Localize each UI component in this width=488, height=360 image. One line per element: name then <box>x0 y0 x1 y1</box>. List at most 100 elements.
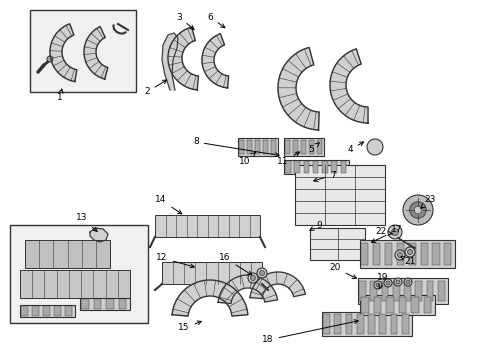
Circle shape <box>383 279 391 287</box>
Bar <box>284 138 324 156</box>
Circle shape <box>402 195 432 225</box>
Bar <box>81 299 88 309</box>
Bar <box>54 306 61 316</box>
Bar <box>410 297 418 313</box>
Bar <box>340 161 346 172</box>
Text: 22: 22 <box>375 228 391 237</box>
Circle shape <box>413 206 421 214</box>
Bar <box>361 297 368 313</box>
Bar <box>238 140 243 154</box>
Bar <box>292 140 297 154</box>
Bar <box>423 297 430 313</box>
Text: 14: 14 <box>155 195 182 214</box>
Polygon shape <box>84 27 108 79</box>
Bar <box>270 140 275 154</box>
Bar <box>367 314 374 334</box>
Bar <box>398 297 406 313</box>
Bar <box>316 140 321 154</box>
Bar <box>437 280 444 301</box>
Text: 13: 13 <box>76 213 97 231</box>
Bar <box>384 243 391 265</box>
Bar <box>420 243 427 265</box>
Bar <box>300 140 305 154</box>
Circle shape <box>47 56 53 62</box>
Circle shape <box>373 281 381 289</box>
Bar <box>294 165 384 225</box>
Text: 1: 1 <box>57 89 63 103</box>
Text: 6: 6 <box>207 13 224 28</box>
Bar <box>294 161 299 172</box>
Polygon shape <box>249 272 305 298</box>
Bar <box>308 140 313 154</box>
Bar <box>379 314 386 334</box>
Circle shape <box>391 229 398 235</box>
Bar <box>20 305 75 317</box>
Bar <box>254 140 259 154</box>
Circle shape <box>403 278 411 286</box>
Bar <box>25 240 110 268</box>
Polygon shape <box>172 280 247 316</box>
Bar <box>392 280 399 301</box>
Bar <box>396 243 403 265</box>
Bar <box>94 299 101 309</box>
Circle shape <box>397 252 402 257</box>
Bar <box>359 240 454 268</box>
Bar <box>426 280 432 301</box>
Bar <box>331 161 336 172</box>
Text: 2: 2 <box>144 80 166 96</box>
Bar <box>431 243 439 265</box>
Text: 19: 19 <box>376 274 388 288</box>
Text: 8: 8 <box>193 138 279 157</box>
Bar <box>372 243 379 265</box>
Text: 11: 11 <box>277 152 299 166</box>
Text: 12: 12 <box>156 253 194 268</box>
Circle shape <box>407 249 412 255</box>
Bar <box>10 225 148 323</box>
Polygon shape <box>50 24 77 82</box>
Circle shape <box>393 278 401 286</box>
Bar <box>309 228 364 260</box>
Text: 15: 15 <box>178 321 201 333</box>
Bar <box>358 280 365 301</box>
Bar <box>356 314 363 334</box>
Bar <box>444 243 450 265</box>
Bar <box>246 140 251 154</box>
Bar <box>284 160 348 174</box>
Bar <box>162 262 262 284</box>
Polygon shape <box>278 48 319 130</box>
Text: 5: 5 <box>307 143 319 154</box>
Polygon shape <box>168 27 198 90</box>
Text: 21: 21 <box>400 257 415 266</box>
Bar <box>65 306 72 316</box>
Bar <box>119 299 126 309</box>
Text: 23: 23 <box>420 195 435 208</box>
Bar <box>373 297 381 313</box>
Bar <box>381 280 387 301</box>
Bar <box>414 280 421 301</box>
Circle shape <box>405 280 409 284</box>
Circle shape <box>387 225 401 239</box>
Bar <box>357 278 447 304</box>
Text: 18: 18 <box>262 320 358 345</box>
Bar <box>312 161 318 172</box>
Bar <box>238 138 278 156</box>
Bar <box>155 215 260 237</box>
Bar <box>32 306 39 316</box>
Bar <box>30 10 136 92</box>
Polygon shape <box>218 275 277 303</box>
Circle shape <box>250 275 255 280</box>
Bar <box>262 140 267 154</box>
Circle shape <box>385 281 389 285</box>
Bar <box>285 161 290 172</box>
Bar <box>43 306 50 316</box>
Text: 17: 17 <box>371 225 402 242</box>
Circle shape <box>394 250 404 260</box>
Bar <box>361 243 367 265</box>
Circle shape <box>259 270 264 275</box>
Bar <box>321 312 411 336</box>
Bar <box>403 280 410 301</box>
Bar <box>386 297 393 313</box>
Bar <box>284 140 289 154</box>
Bar <box>401 314 408 334</box>
Bar <box>359 295 434 315</box>
